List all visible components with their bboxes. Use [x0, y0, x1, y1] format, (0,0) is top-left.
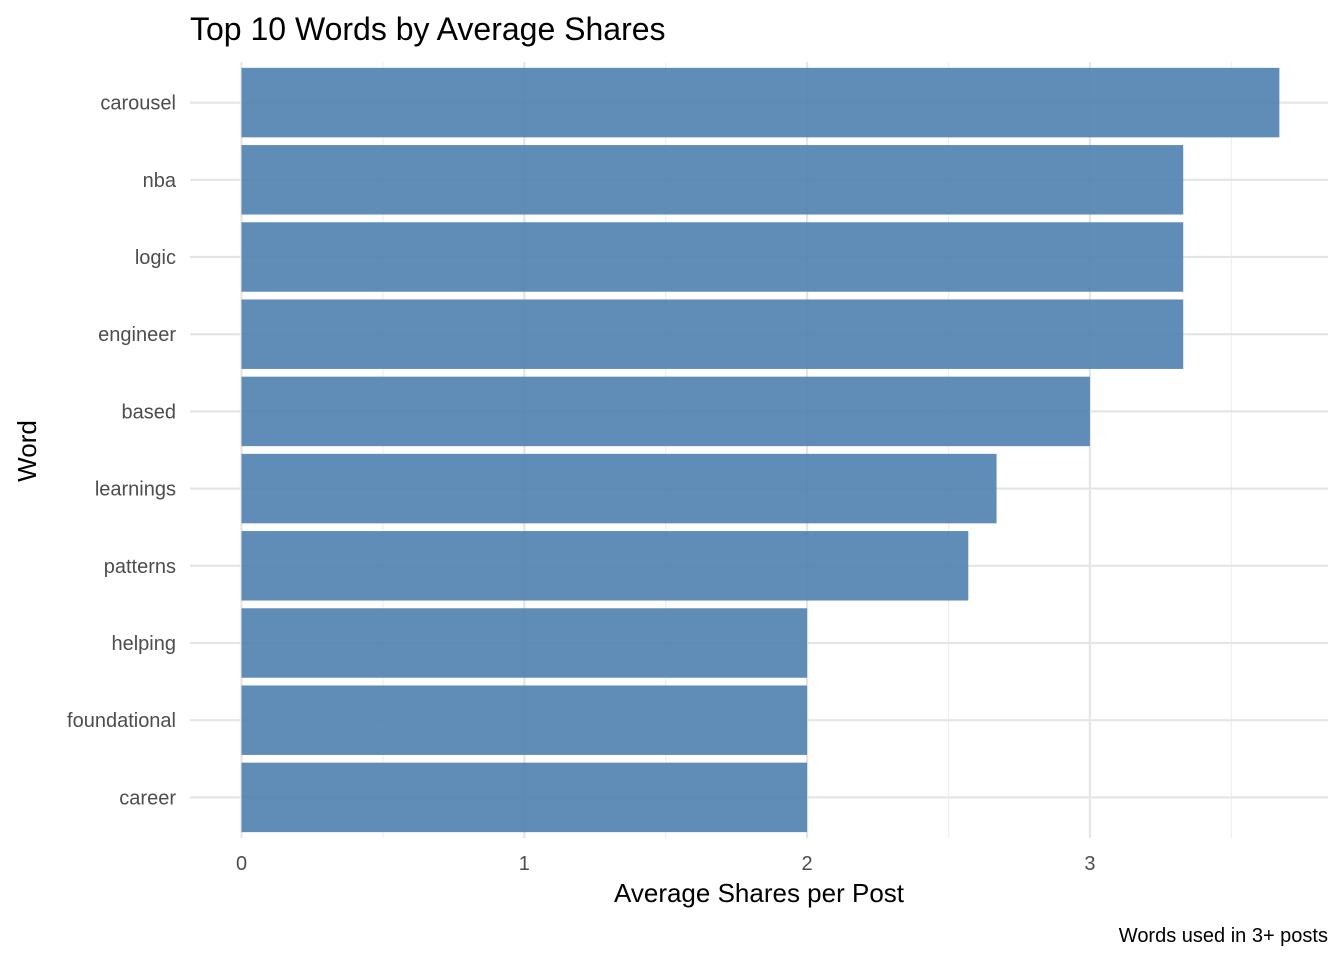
y-tick-label: learnings: [95, 479, 176, 501]
y-tick-label: foundational: [67, 710, 176, 732]
bar-carousel: [241, 67, 1280, 138]
x-axis-title: Average Shares per Post: [614, 878, 905, 908]
bar-foundational: [241, 685, 808, 755]
bar-nba: [241, 145, 1184, 215]
chart-title: Top 10 Words by Average Shares: [190, 11, 666, 47]
bars-layer: [241, 67, 1280, 833]
x-tick-labels: 0 1 2 3: [236, 853, 1096, 875]
chart-caption: Words used in 3+ posts: [1119, 925, 1328, 947]
y-tick-label: engineer: [98, 324, 176, 346]
y-tick-label: helping: [111, 633, 176, 655]
y-tick-label: based: [122, 401, 177, 423]
y-axis-title: Word: [12, 420, 42, 482]
bar-patterns: [241, 531, 969, 601]
x-tick-label: 3: [1084, 853, 1095, 875]
y-tick-label: patterns: [104, 556, 176, 578]
x-tick-label: 2: [802, 853, 813, 875]
bar-logic: [241, 222, 1184, 292]
bar-based: [241, 376, 1090, 447]
y-tick-label: nba: [143, 170, 177, 192]
bar-helping: [241, 608, 808, 678]
y-tick-label: career: [119, 787, 176, 809]
bar-career: [241, 762, 808, 833]
x-tick-label: 0: [236, 853, 247, 875]
y-tick-label: logic: [135, 247, 176, 269]
y-tick-labels: carousel nba logic engineer based learnings pa…: [67, 93, 177, 810]
y-tick-label: carousel: [100, 93, 176, 115]
x-tick-label: 1: [519, 853, 530, 875]
bar-engineer: [241, 299, 1184, 369]
bar-learnings: [241, 453, 997, 524]
